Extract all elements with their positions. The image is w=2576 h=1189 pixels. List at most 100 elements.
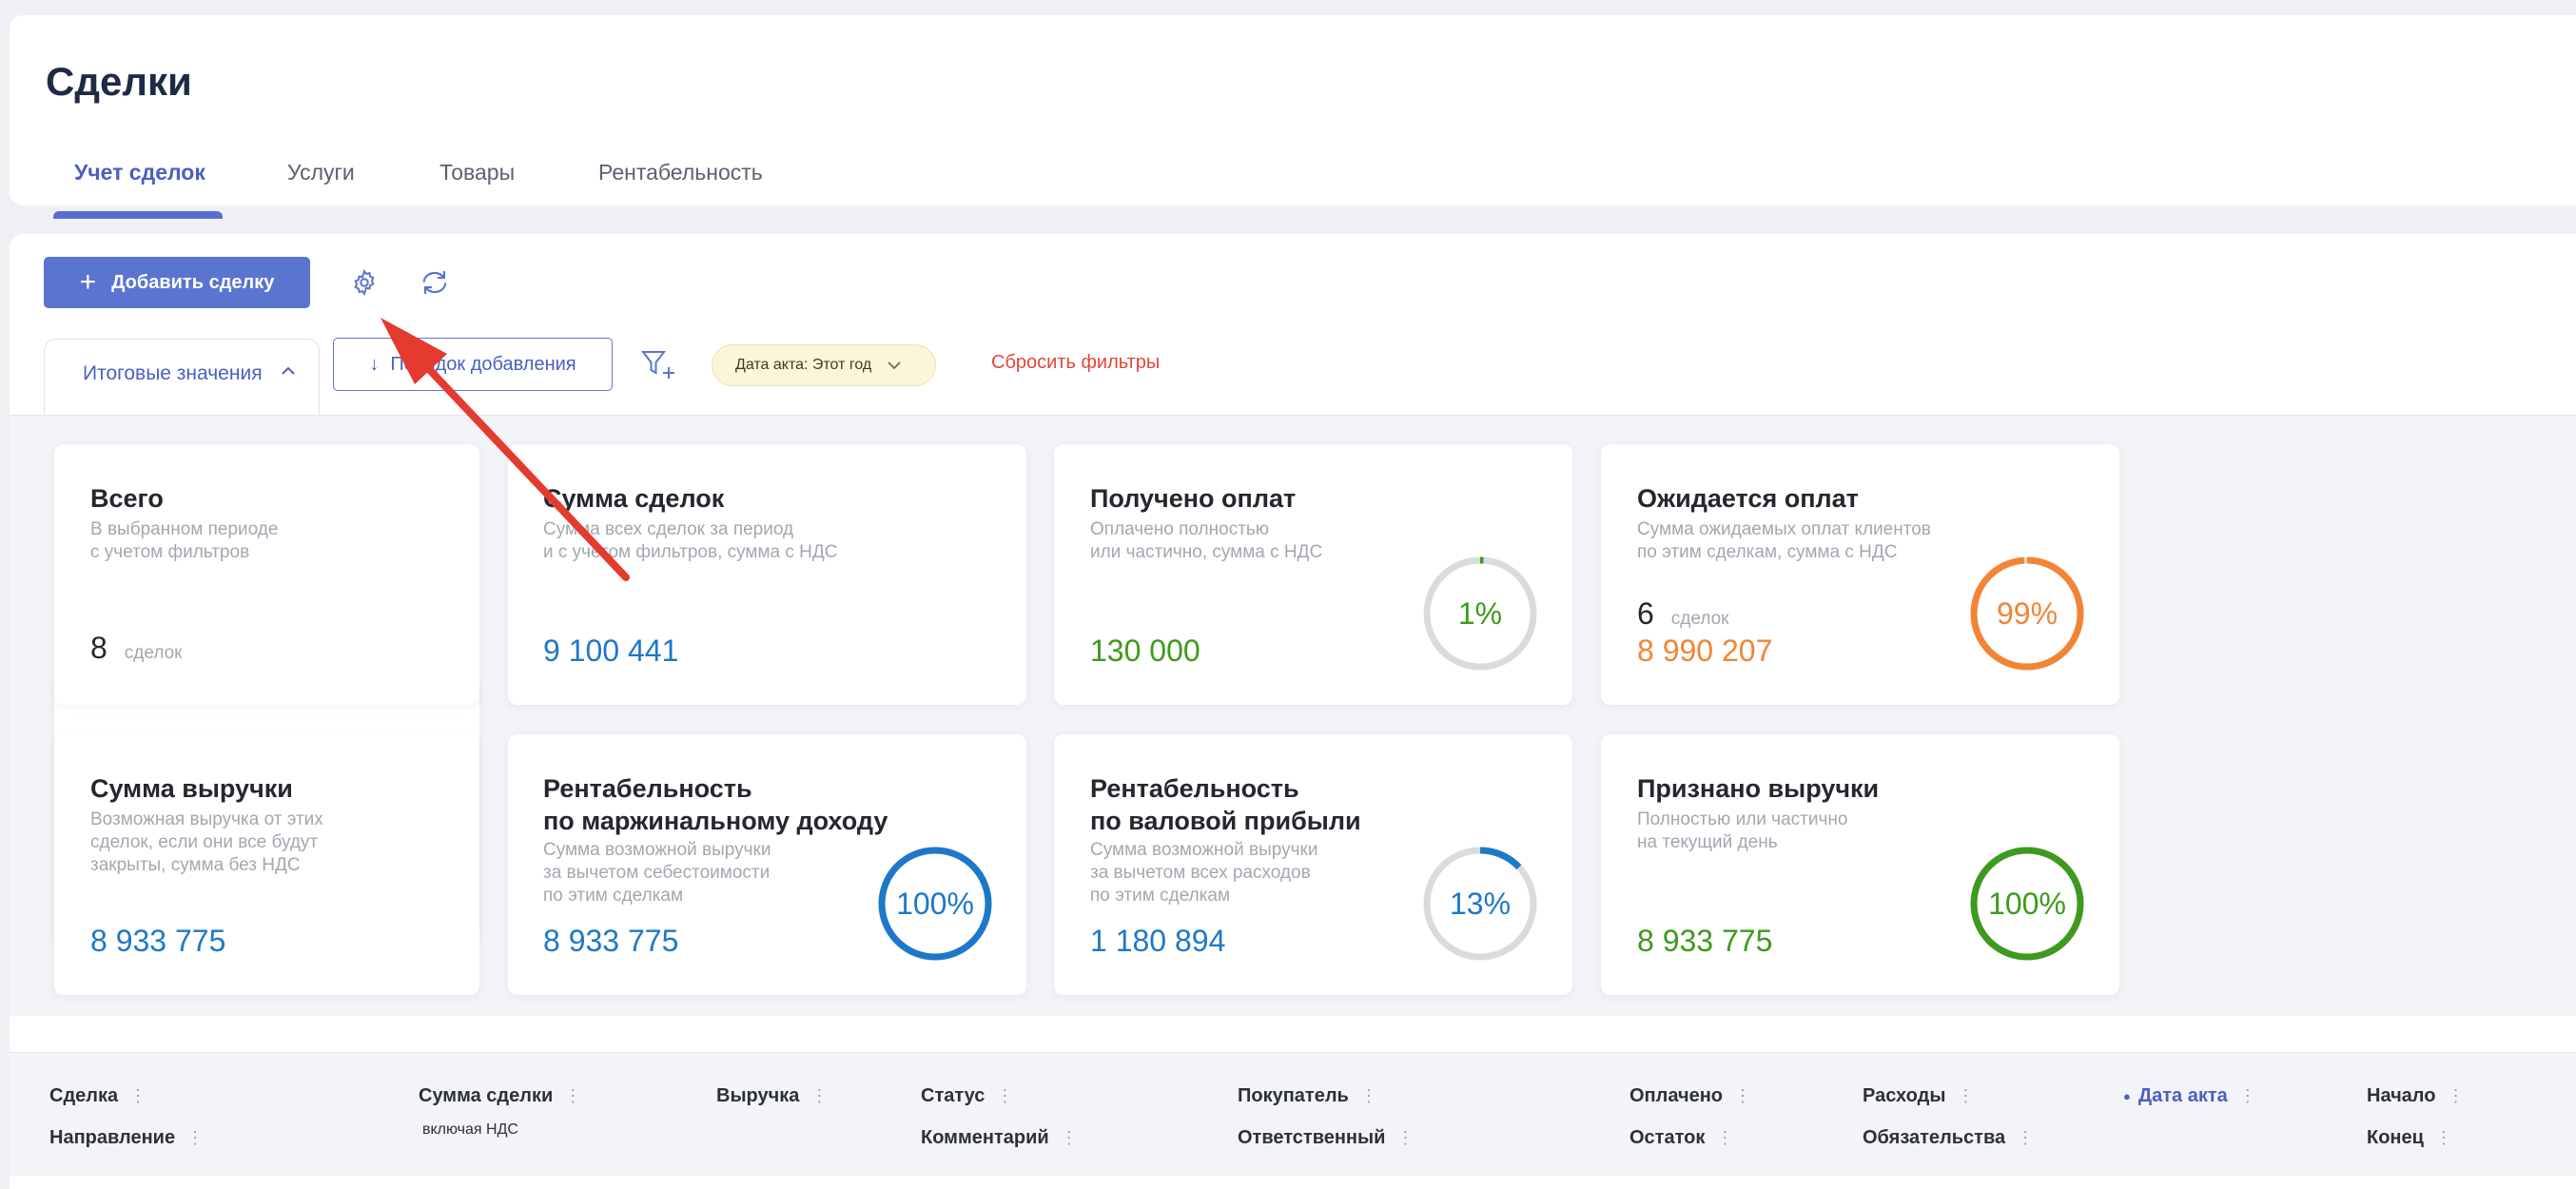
progress-ring-label: 100% [1988, 886, 2066, 921]
card-value: 1 180 894 [1090, 924, 1226, 958]
add-deal-button[interactable]: + Добавить сделку [44, 257, 310, 308]
column-label: Комментарий [921, 1127, 1049, 1148]
tab-profitability[interactable]: Рентабельность [598, 160, 763, 185]
card-title: Всего [90, 484, 164, 513]
card-desc: закрыты, сумма без НДС [90, 855, 301, 875]
header-card: Сделки Учет сделок Услуги Товары Рентабе… [10, 15, 2576, 219]
card-desc: Сумма ожидаемых оплат клиентов [1637, 519, 1931, 539]
main-panel: + Добавить сделку Итоговые значения ↓ По… [10, 234, 2576, 1189]
column-label: Направление [49, 1127, 176, 1148]
card-desc: по этим сделкам, сумма с НДС [1637, 542, 1898, 562]
progress-ring-fill [1970, 847, 2084, 961]
column-status[interactable]: Статус ⋮ [921, 1085, 1013, 1107]
card-desc: и с учетом фильтров, сумма с НДС [543, 542, 838, 562]
column-label: Обязательства [1863, 1127, 2006, 1148]
card-desc: на текущий день [1637, 832, 1778, 852]
expected-count: 6 сделок [1637, 596, 1729, 632]
progress-ring: 100% [876, 845, 994, 963]
card-title-line: по маржинальному доходу [543, 807, 888, 835]
column-comment[interactable]: Комментарий ⋮ [921, 1127, 1078, 1149]
card-title-line: по валовой прибыли [1090, 807, 1361, 835]
column-deal[interactable]: Сделка ⋮ [49, 1085, 146, 1107]
add-filter-button[interactable] [637, 344, 679, 386]
column-responsible[interactable]: Ответственный ⋮ [1238, 1127, 1414, 1149]
column-menu-icon[interactable]: ⋮ [2238, 1086, 2256, 1105]
refresh-button[interactable] [415, 263, 455, 302]
card-value: 8 933 775 [1637, 924, 1773, 958]
column-paid[interactable]: Оплачено ⋮ [1630, 1085, 1751, 1107]
column-obligations[interactable]: Обязательства ⋮ [1863, 1127, 2034, 1149]
column-menu-icon[interactable]: ⋮ [2447, 1086, 2464, 1105]
progress-ring-label: 99% [1996, 595, 2059, 631]
tab-deal-accounting[interactable]: Учет сделок [74, 160, 205, 185]
column-direction[interactable]: Направление ⋮ [49, 1127, 204, 1149]
column-end[interactable]: Конец ⋮ [2367, 1127, 2452, 1149]
column-menu-icon[interactable]: ⋮ [2434, 1128, 2452, 1147]
column-revenue[interactable]: Выручка ⋮ [716, 1085, 828, 1107]
card-value: 9 100 441 [543, 633, 679, 668]
progress-ring: 100% [1968, 845, 2086, 963]
column-menu-icon[interactable]: ⋮ [810, 1086, 828, 1105]
date-filter-label: Дата акта: Этот год [735, 357, 872, 373]
card-desc: В выбранном периоде [90, 519, 279, 539]
card-value: 130 000 [1090, 633, 1200, 668]
column-start[interactable]: Начало ⋮ [2367, 1085, 2464, 1107]
card-title: Сумма выручки [90, 774, 293, 803]
card-desc: за вычетом себестоимости [543, 863, 771, 883]
column-expenses[interactable]: Расходы ⋮ [1863, 1085, 1974, 1107]
add-deal-label: Добавить сделку [111, 271, 275, 293]
column-menu-icon[interactable]: ⋮ [2017, 1128, 2034, 1147]
tab-goods[interactable]: Товары [439, 160, 516, 185]
column-label: Оплачено [1630, 1085, 1723, 1106]
column-menu-icon[interactable]: ⋮ [1716, 1128, 1733, 1147]
expected-count-unit: сделок [1670, 609, 1729, 629]
card-value: 8 933 775 [90, 924, 226, 958]
reset-filters-link[interactable]: Сбросить фильтры [991, 352, 1161, 373]
progress-ring-fill [1423, 556, 1537, 671]
sort-order-button[interactable]: ↓ Порядок добавления [333, 338, 613, 391]
sort-order-label: Порядок добавления [390, 353, 576, 375]
column-label: Дата акта [2137, 1085, 2228, 1106]
card-title: Сумма сделок [543, 484, 725, 513]
column-balance[interactable]: Остаток ⋮ [1630, 1127, 1733, 1149]
card-title: Рентабельность по валовой прибыли [1090, 772, 1361, 837]
progress-ring-fill [1970, 556, 2084, 671]
column-label: Конец [2367, 1127, 2424, 1148]
column-menu-icon[interactable]: ⋮ [1957, 1086, 1974, 1105]
card-total-deals: Всего В выбранном периоде с учетом фильт… [54, 444, 479, 705]
column-label: Сумма сделки [419, 1085, 554, 1106]
page-title: Сделки [46, 59, 192, 104]
progress-ring-fill [1423, 847, 1537, 961]
card-gross-profitability: Рентабельность по валовой прибыли Сумма … [1054, 734, 1572, 995]
sort-indicator-icon: ● [2123, 1089, 2131, 1103]
card-title-line: Рентабельность [543, 774, 752, 803]
column-menu-icon[interactable]: ⋮ [1396, 1128, 1414, 1147]
card-desc: Сумма всех сделок за период [543, 519, 794, 539]
expected-count-value: 6 [1637, 596, 1654, 631]
column-buyer[interactable]: Покупатель ⋮ [1238, 1085, 1377, 1107]
column-menu-icon[interactable]: ⋮ [1734, 1086, 1751, 1105]
card-title: Признано выручки [1637, 774, 1880, 803]
column-deal-sum[interactable]: Сумма сделки ⋮ [419, 1085, 581, 1107]
totals-tab-label: Итоговые значения [83, 362, 263, 384]
progress-ring: 13% [1421, 845, 1539, 963]
column-menu-icon[interactable]: ⋮ [996, 1086, 1013, 1105]
column-act-date[interactable]: ● Дата акта ⋮ [2123, 1085, 2256, 1107]
vat-note: включая НДС [422, 1121, 518, 1138]
column-menu-icon[interactable]: ⋮ [564, 1086, 581, 1105]
settings-button[interactable] [344, 263, 384, 302]
column-menu-icon[interactable]: ⋮ [129, 1086, 146, 1105]
tab-services[interactable]: Услуги [287, 160, 355, 185]
active-tab-indicator [53, 211, 223, 219]
filter-plus-icon [640, 351, 674, 379]
totals-tab[interactable]: Итоговые значения [44, 339, 320, 415]
card-title: Рентабельность по маржинальному доходу [543, 772, 888, 837]
chevron-up-icon [281, 366, 295, 375]
column-menu-icon[interactable]: ⋮ [1359, 1086, 1377, 1105]
progress-ring-label: 13% [1449, 886, 1512, 921]
column-menu-icon[interactable]: ⋮ [1060, 1128, 1078, 1147]
column-menu-icon[interactable]: ⋮ [186, 1128, 204, 1147]
date-filter-chip[interactable]: Дата акта: Этот год [712, 344, 936, 386]
card-desc: Возможная выручка от этих [90, 809, 323, 829]
card-revenue-sum: Сумма выручки Возможная выручка от этих … [54, 734, 479, 995]
